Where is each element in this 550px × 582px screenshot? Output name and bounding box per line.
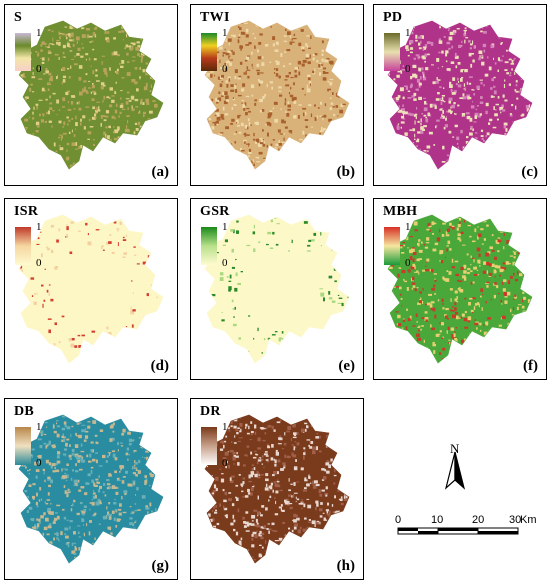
panel-label: (a) [151, 164, 170, 180]
panel-title: S [14, 10, 23, 25]
panel-title: GSR [200, 204, 230, 219]
legend-min-label: 0 [405, 63, 411, 75]
panel-title: DB [14, 404, 35, 419]
map-panel-h: DR 1 0 (h) [190, 398, 364, 580]
city-raster-map [204, 20, 350, 170]
panel-label: (c) [521, 164, 538, 180]
north-arrow-icon [444, 451, 466, 490]
map-panel-g: DB 1 0 (g) [4, 398, 178, 580]
panel-title: DR [200, 404, 221, 419]
legend-min-label: 0 [222, 257, 228, 269]
city-raster-map [18, 214, 164, 364]
scale-tick-30: 30 [509, 514, 522, 526]
map-panel-e: GSR 1 0 (e) [190, 198, 364, 380]
legend-max-label: 1 [36, 221, 42, 233]
legend-max-label: 1 [405, 27, 411, 39]
map-panel-a: S 1 0 (a) [4, 4, 178, 186]
legend-colorbar [15, 33, 31, 71]
legend-colorbar [15, 227, 31, 265]
legend-min-label: 0 [222, 63, 228, 75]
map-panel-f: MBH 1 0 (f) [373, 198, 547, 380]
legend-min-label: 0 [405, 257, 411, 269]
legend-colorbar [201, 33, 217, 71]
panel-title: ISR [14, 204, 39, 219]
scale-tick-10: 10 [431, 514, 444, 526]
north-label: N [450, 441, 460, 456]
map-panel-c: PD 1 0 (c) [373, 4, 547, 186]
panel-label: (f) [523, 358, 538, 374]
legend-max-label: 1 [405, 221, 411, 233]
legend-max-label: 1 [36, 27, 42, 39]
map-panel-b: TWI 1 0 (b) [190, 4, 364, 186]
legend-min-label: 0 [36, 63, 42, 75]
legend-colorbar [15, 427, 31, 465]
panel-label: (d) [150, 358, 169, 374]
scale-tick-0: 0 [395, 514, 402, 526]
legend-min-label: 0 [222, 457, 228, 469]
legend-min-label: 0 [36, 457, 42, 469]
scale-bar [397, 527, 519, 535]
legend-colorbar [201, 427, 217, 465]
city-raster-map [18, 20, 164, 170]
legend-max-label: 1 [222, 27, 228, 39]
panel-label: (g) [151, 558, 170, 574]
city-raster-map [18, 414, 164, 564]
panel-label: (b) [336, 164, 355, 180]
legend-colorbar [384, 33, 400, 71]
legend-max-label: 1 [222, 221, 228, 233]
city-raster-map [387, 214, 533, 364]
legend-colorbar [201, 227, 217, 265]
scale-tick-20: 20 [472, 514, 485, 526]
legend-max-label: 1 [36, 421, 42, 433]
scale-unit: Km [520, 514, 537, 526]
panel-title: TWI [200, 10, 230, 25]
legend-min-label: 0 [36, 257, 42, 269]
city-raster-map [204, 414, 350, 564]
legend-colorbar [384, 227, 400, 265]
map-panel-d: ISR 1 0 (d) [4, 198, 178, 380]
legend-max-label: 1 [222, 421, 228, 433]
panel-title: PD [383, 10, 403, 25]
panel-title: MBH [383, 204, 418, 219]
panel-label: (h) [336, 558, 355, 574]
panel-label: (e) [338, 358, 355, 374]
